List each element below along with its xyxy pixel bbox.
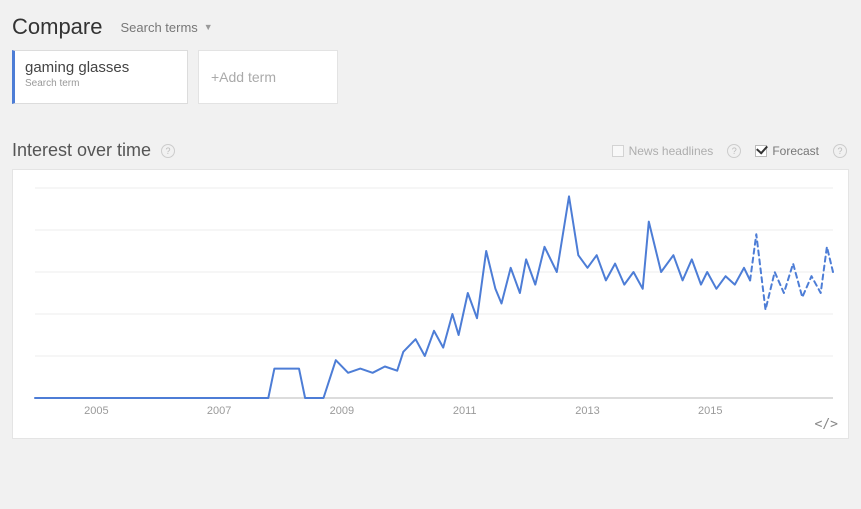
section-title: Interest over time — [12, 140, 151, 161]
svg-text:2015: 2015 — [698, 405, 722, 417]
svg-text:2009: 2009 — [330, 405, 354, 417]
svg-text:2011: 2011 — [453, 405, 477, 417]
term-sublabel: Search term — [25, 78, 177, 89]
svg-text:2013: 2013 — [575, 405, 599, 417]
help-icon[interactable]: ? — [161, 144, 175, 158]
chart-panel: 2005 2007 2009 2011 2013 2015 </> — [12, 169, 849, 439]
checkbox-icon — [755, 145, 767, 157]
add-term-button[interactable]: +Add term — [198, 50, 338, 104]
term-label: gaming glasses — [25, 59, 177, 76]
help-icon[interactable]: ? — [833, 144, 847, 158]
help-icon[interactable]: ? — [727, 144, 741, 158]
forecast-checkbox[interactable]: Forecast — [755, 144, 819, 158]
search-terms-label: Search terms — [120, 20, 197, 35]
svg-text:2005: 2005 — [84, 405, 108, 417]
chevron-down-icon: ▼ — [204, 22, 213, 32]
embed-icon[interactable]: </> — [815, 417, 838, 432]
news-headlines-label: News headlines — [629, 144, 714, 158]
svg-text:2007: 2007 — [207, 405, 231, 417]
compare-title: Compare — [12, 14, 102, 40]
interest-chart: 2005 2007 2009 2011 2013 2015 — [13, 170, 848, 438]
news-headlines-checkbox[interactable]: News headlines — [612, 144, 714, 158]
forecast-label: Forecast — [772, 144, 819, 158]
search-terms-dropdown[interactable]: Search terms ▼ — [120, 20, 212, 35]
term-cards: gaming glasses Search term +Add term — [0, 50, 861, 130]
add-term-label: +Add term — [211, 69, 276, 85]
checkbox-icon — [612, 145, 624, 157]
term-card-primary[interactable]: gaming glasses Search term — [12, 50, 188, 104]
